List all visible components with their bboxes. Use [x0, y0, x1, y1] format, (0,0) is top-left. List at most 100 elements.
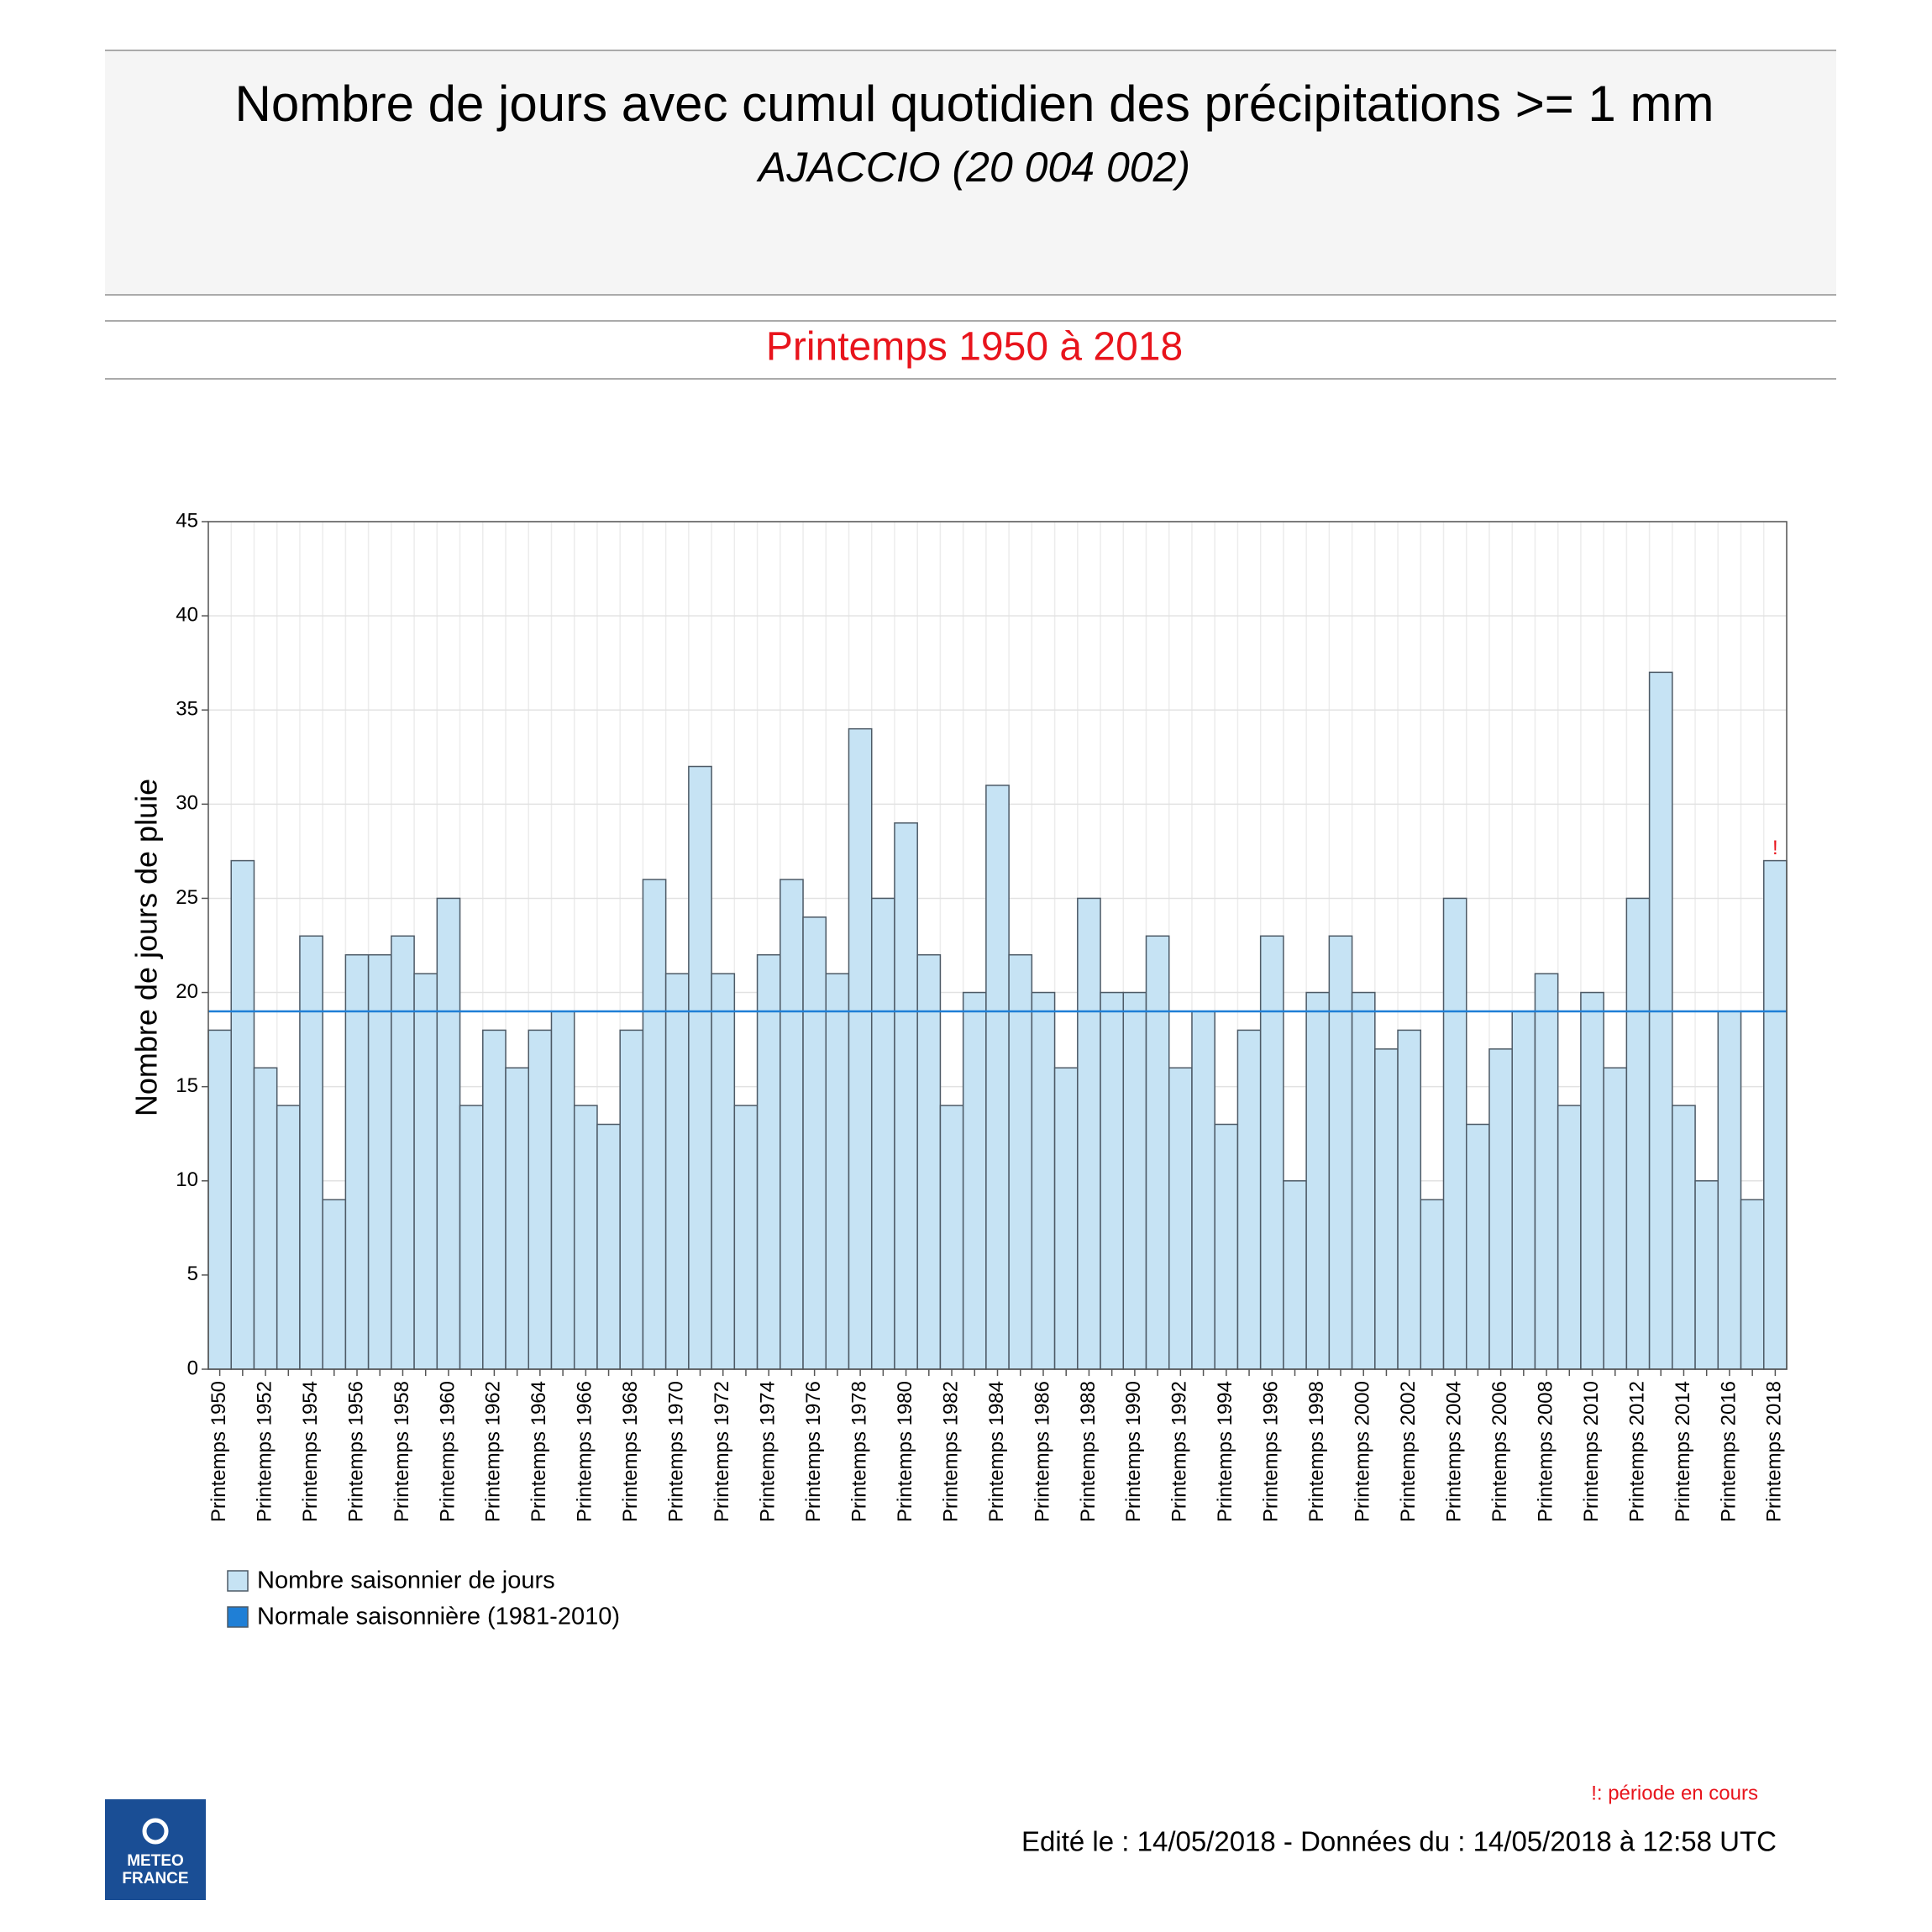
bar: [756, 953, 781, 1370]
footer: Edité le : 14/05/2018 - Données du : 14/…: [1021, 1826, 1777, 1857]
bar: [1259, 935, 1284, 1370]
x-tick-label: Printemps 2002: [1397, 1381, 1420, 1522]
bar: [1145, 935, 1170, 1370]
bar: [1442, 897, 1467, 1370]
y-tick-label: 0: [187, 1357, 198, 1379]
x-tick-label: Printemps 1950: [207, 1381, 230, 1522]
period-title: Printemps 1950 à 2018: [766, 325, 1183, 370]
bar: [253, 1067, 278, 1370]
annotation: !: [1772, 837, 1778, 859]
x-tick-label: Printemps 2016: [1717, 1381, 1740, 1522]
bar: [825, 973, 850, 1370]
x-tick-label: Printemps 2018: [1763, 1381, 1786, 1522]
x-tick-label: Printemps 2014: [1672, 1381, 1694, 1522]
x-tick-label: Printemps 1978: [848, 1381, 870, 1522]
bar: [619, 1029, 644, 1370]
x-tick-label: Printemps 1966: [574, 1381, 596, 1522]
logo-text: METEO: [127, 1852, 184, 1870]
bar: [733, 1105, 759, 1370]
bar: [916, 953, 942, 1370]
x-tick-label: Printemps 1954: [299, 1381, 322, 1522]
x-tick-label: Printemps 2008: [1534, 1381, 1557, 1522]
x-tick-label: Printemps 1976: [802, 1381, 825, 1522]
logo: [105, 1799, 206, 1900]
bar: [1694, 1180, 1719, 1370]
bar: [505, 1067, 529, 1370]
bar: [528, 1029, 553, 1370]
x-tick-label: Printemps 2006: [1488, 1381, 1511, 1522]
y-axis-label: Nombre de jours de pluie: [129, 779, 164, 1116]
x-tick-label: Printemps 1968: [619, 1381, 642, 1522]
y-tick-label: 10: [176, 1168, 198, 1191]
bar: [550, 1011, 575, 1370]
bar: [1236, 1029, 1262, 1370]
bar: [230, 859, 255, 1370]
x-tick-label: Printemps 1962: [482, 1381, 505, 1522]
bar: [1488, 1048, 1513, 1370]
bar: [1625, 897, 1651, 1370]
x-tick-label: Printemps 1998: [1305, 1381, 1328, 1522]
bar: [1122, 991, 1147, 1370]
x-tick-label: Printemps 1980: [894, 1381, 916, 1522]
y-tick-label: 35: [176, 698, 198, 721]
y-tick-label: 30: [176, 792, 198, 815]
x-tick-label: Printemps 1952: [253, 1381, 276, 1522]
bar: [1534, 973, 1559, 1370]
logo-icon: [142, 1818, 169, 1845]
x-tick-label: Printemps 1996: [1260, 1381, 1283, 1522]
bar: [1305, 991, 1331, 1370]
bar: [207, 1029, 232, 1370]
bar: [573, 1105, 598, 1370]
legend-label: Normale saisonnière (1981-2010): [257, 1604, 620, 1630]
bar: [413, 973, 438, 1370]
bar: [482, 1029, 507, 1370]
bar: [1717, 1011, 1742, 1370]
bar: [780, 879, 804, 1370]
x-tick-label: Printemps 1992: [1168, 1381, 1191, 1522]
legend-swatch: [227, 1570, 249, 1592]
bar: [1351, 991, 1376, 1370]
x-tick-label: Printemps 1984: [985, 1381, 1008, 1522]
bar: [711, 973, 736, 1370]
footnote: !: période en cours: [1591, 1782, 1758, 1804]
chart-title: Nombre de jours avec cumul quotidien des…: [235, 76, 1714, 132]
y-tick-label: 40: [176, 603, 198, 626]
logo-text: FRANCE: [122, 1870, 188, 1887]
bar: [1740, 1199, 1765, 1370]
bar: [802, 916, 827, 1370]
bar: [1420, 1199, 1445, 1370]
bar: [664, 973, 690, 1370]
bar: [367, 953, 392, 1370]
y-tick-label: 5: [187, 1263, 198, 1285]
y-tick-label: 15: [176, 1074, 198, 1097]
x-tick-label: Printemps 1982: [939, 1381, 962, 1522]
x-tick-label: Printemps 1990: [1122, 1381, 1145, 1522]
bar: [391, 935, 415, 1370]
bar: [1466, 1123, 1490, 1370]
bar: [1283, 1180, 1307, 1370]
x-tick-label: Printemps 1988: [1077, 1381, 1100, 1522]
x-tick-label: Printemps 2010: [1580, 1381, 1603, 1522]
x-tick-label: Printemps 1972: [711, 1381, 733, 1522]
bar: [596, 1123, 621, 1370]
bar: [1603, 1067, 1628, 1370]
legend-swatch: [227, 1606, 249, 1628]
bar: [1191, 1011, 1215, 1370]
bar: [1648, 671, 1673, 1370]
bar: [1100, 991, 1125, 1370]
bar: [1328, 935, 1353, 1370]
chart-subtitle: AJACCIO (20 004 002): [756, 144, 1190, 191]
bar: [344, 953, 370, 1370]
bar: [962, 991, 987, 1370]
x-tick-label: Printemps 1986: [1031, 1381, 1053, 1522]
x-tick-label: Printemps 2012: [1625, 1381, 1648, 1522]
header-box: [105, 50, 1836, 295]
bar: [985, 785, 1010, 1370]
bar: [1763, 859, 1788, 1370]
bar: [1031, 991, 1056, 1370]
x-tick-label: Printemps 1960: [436, 1381, 459, 1522]
x-tick-label: Printemps 1974: [757, 1381, 780, 1522]
bar: [1397, 1029, 1422, 1370]
y-tick-label: 45: [176, 509, 198, 532]
